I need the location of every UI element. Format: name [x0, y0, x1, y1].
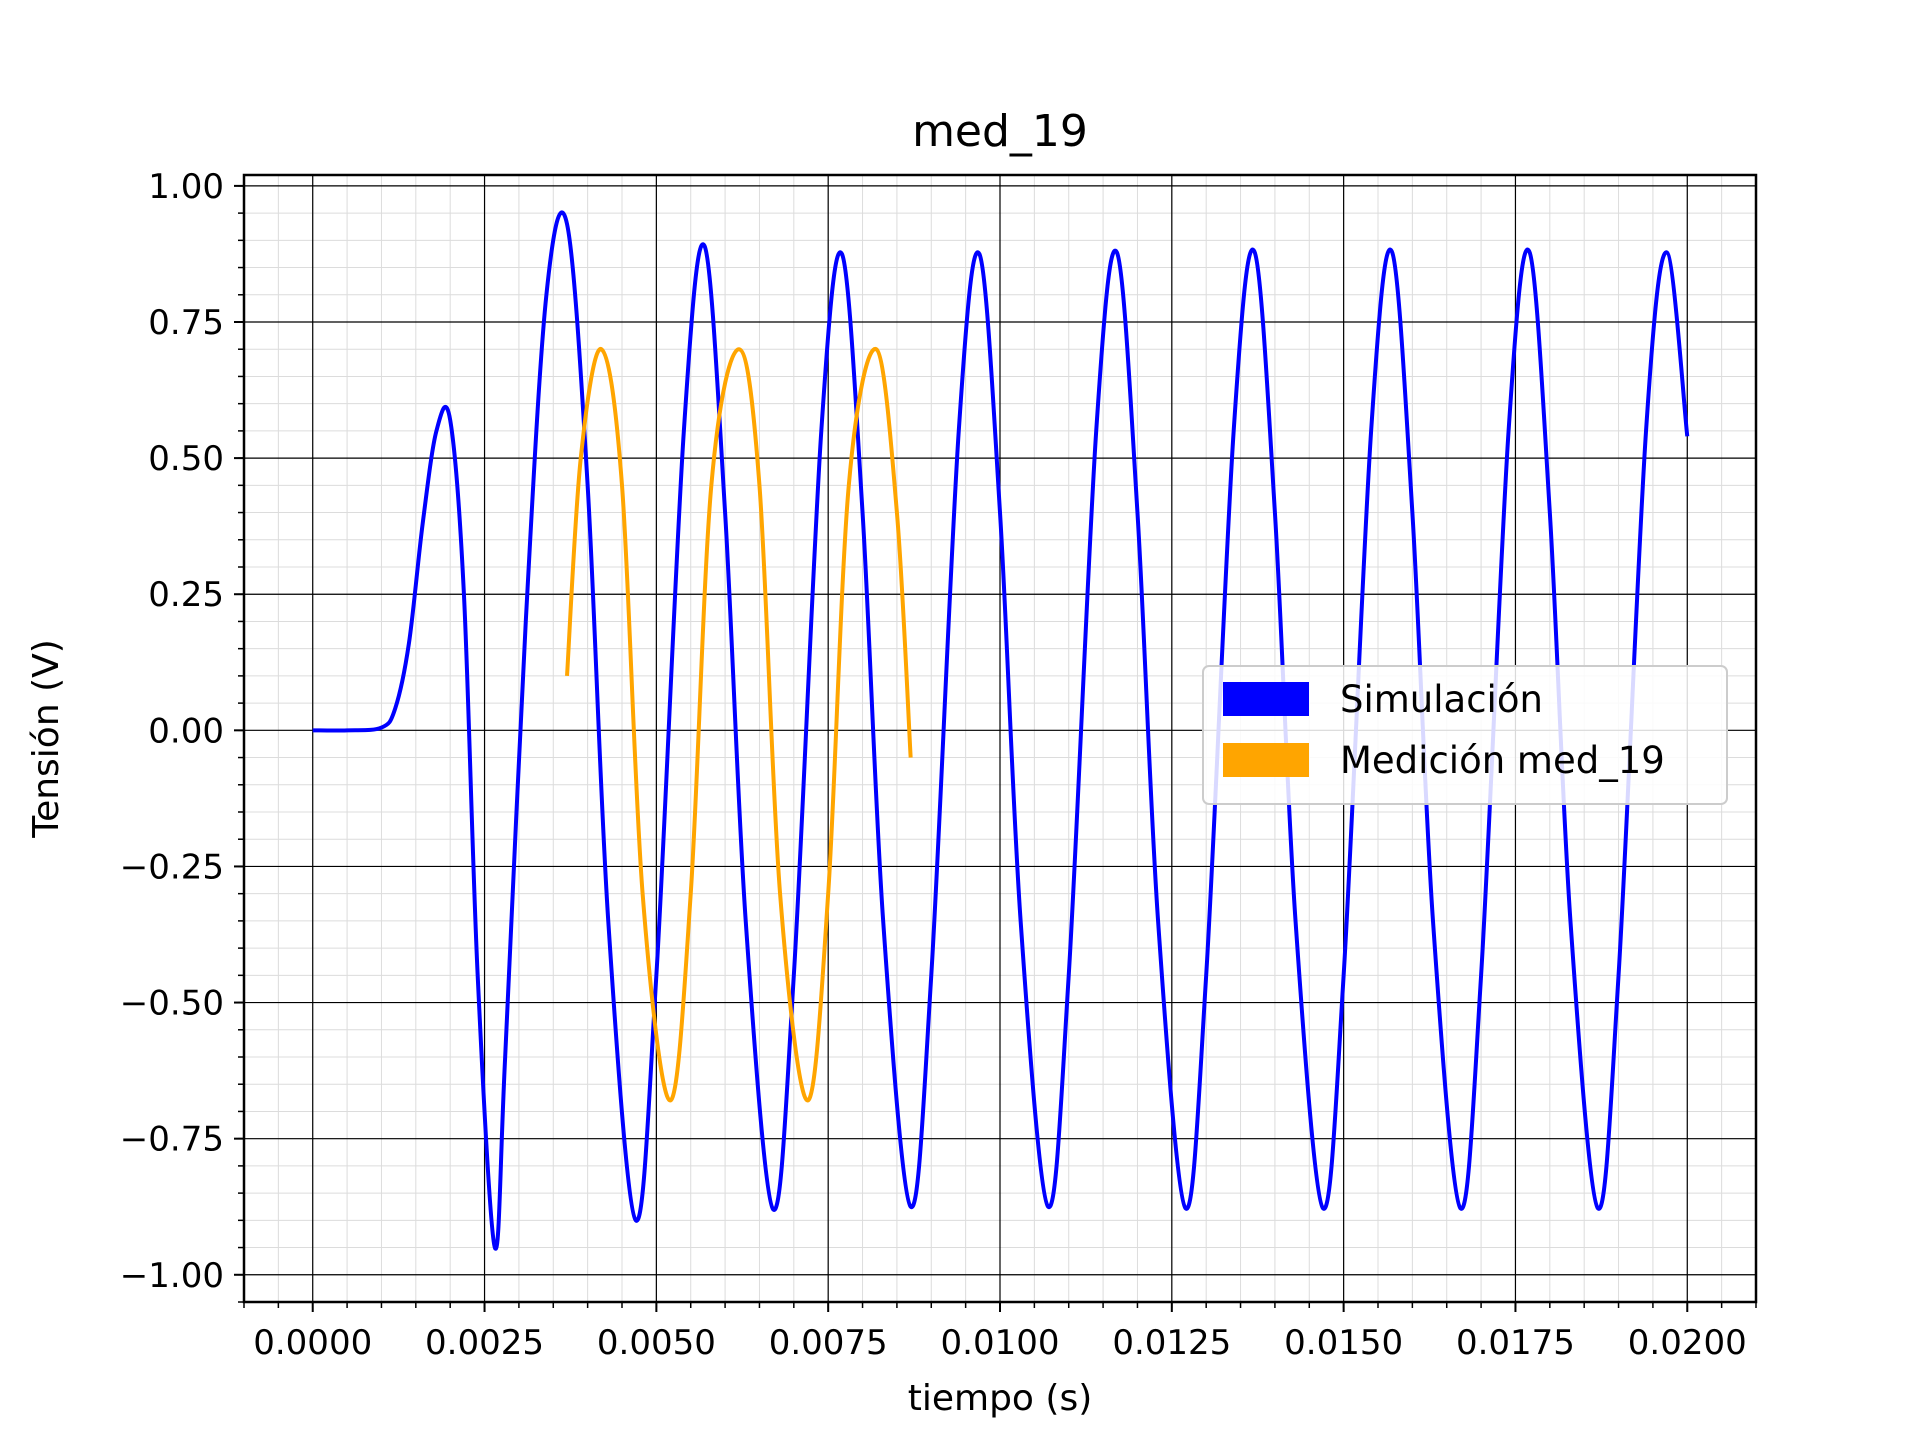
y-tick-label: −0.50	[120, 984, 224, 1024]
x-tick-label: 0.0075	[769, 1323, 888, 1363]
x-axis-ticks: 0.0000 0.0025 0.0050 0.0075 0.0100 0.0125 0.01…	[253, 1302, 1747, 1363]
y-tick-label: 0.50	[148, 439, 224, 479]
x-tick-label: 0.0000	[253, 1323, 372, 1363]
x-axis-label: tiempo (s)	[908, 1378, 1093, 1419]
chart-title: med_19	[912, 106, 1088, 157]
y-tick-label: −1.00	[120, 1256, 224, 1296]
y-axis-ticks: 1.00 0.75 0.50 0.25 0.00 −0.25 −0.50 −0.75 −1.00	[120, 167, 244, 1296]
x-tick-label: 0.0050	[597, 1323, 716, 1363]
series-line-1	[565, 347, 913, 1103]
y-tick-label: −0.75	[120, 1120, 224, 1160]
x-tick-label: 0.0100	[941, 1323, 1060, 1363]
x-tick-label: 0.0025	[425, 1323, 544, 1363]
legend-swatch-simulacion	[1223, 682, 1309, 716]
legend-box	[1202, 665, 1728, 805]
y-tick-label: 1.00	[148, 167, 224, 207]
y-tick-label: −0.25	[120, 847, 224, 887]
y-tick-label: 0.75	[148, 303, 224, 343]
x-tick-label: 0.0200	[1628, 1323, 1747, 1363]
legend: Simulación Medición med_19	[1202, 665, 1728, 805]
series-line-0	[312, 210, 1690, 1251]
x-tick-label: 0.0125	[1112, 1323, 1231, 1363]
series-layer	[312, 210, 1690, 1251]
y-tick-label: 0.00	[148, 711, 224, 751]
x-tick-label: 0.0175	[1456, 1323, 1575, 1363]
y-tick-label: 0.25	[148, 575, 224, 615]
legend-label-medicion: Medición med_19	[1340, 739, 1665, 782]
legend-label-simulacion: Simulación	[1340, 678, 1543, 721]
legend-swatch-medicion	[1223, 743, 1309, 777]
x-tick-label: 0.0150	[1284, 1323, 1403, 1363]
y-axis-label: Tensión (V)	[26, 639, 67, 839]
